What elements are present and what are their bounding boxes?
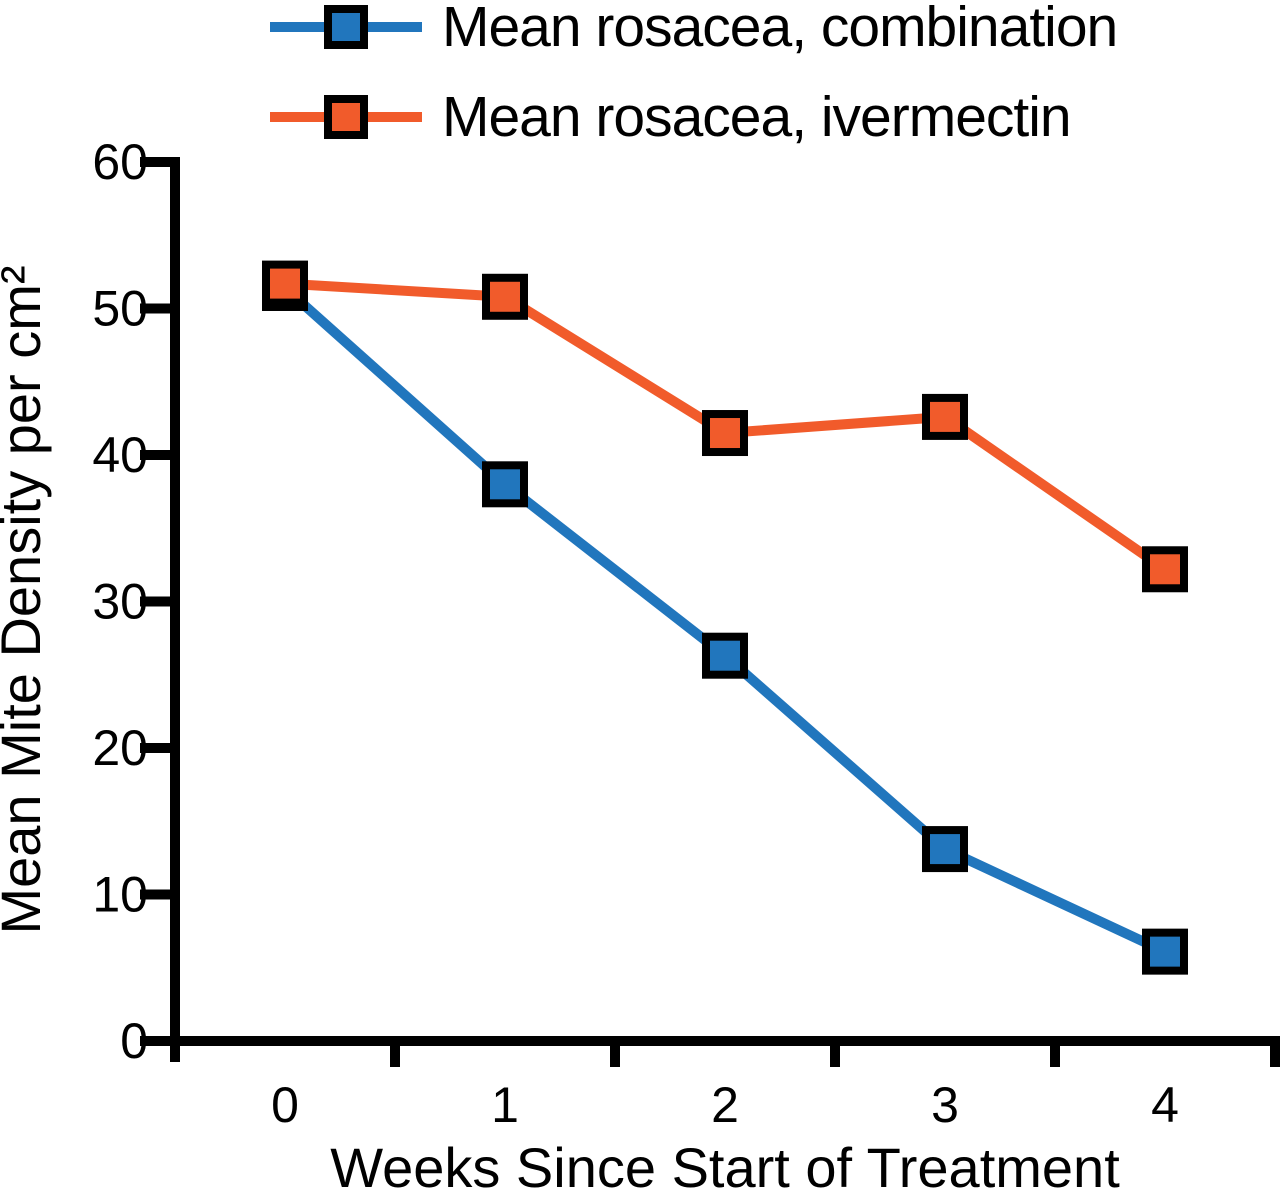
x-tick	[1050, 1041, 1060, 1067]
axes-layer: 0 10 20 30 40 50 60 0 1 2 3 4	[92, 134, 1280, 1133]
y-tick	[140, 889, 175, 900]
legend-item-combination: Mean rosacea, combination	[270, 0, 1118, 59]
legend-item-ivermectin: Mean rosacea, ivermectin	[270, 85, 1072, 149]
legend-square-blue-icon	[324, 5, 368, 49]
legend-label-combination: Mean rosacea, combination	[442, 0, 1118, 59]
y-tick-label: 50	[92, 281, 148, 337]
x-tick	[1270, 1041, 1280, 1067]
y-axis-title: Mean Mite Density per cm²	[0, 265, 52, 934]
data-point-marker	[702, 410, 748, 457]
data-point-marker	[482, 461, 528, 508]
y-tick-label: 30	[92, 574, 148, 630]
x-tick-label: 0	[271, 1077, 299, 1133]
legend-square-orange-icon	[324, 95, 368, 139]
legend-marker-combination	[270, 0, 422, 54]
x-tick	[390, 1041, 400, 1067]
x-tick-label: 3	[931, 1077, 959, 1133]
y-tick-label: 40	[92, 427, 148, 483]
data-point-marker	[702, 632, 748, 679]
x-tick-label: 4	[1151, 1077, 1179, 1133]
y-tick-label: 60	[92, 134, 148, 190]
data-point-marker	[1142, 546, 1188, 593]
data-point-marker	[922, 393, 968, 440]
data-point-marker	[482, 273, 528, 320]
x-tick	[610, 1041, 620, 1067]
legend-marker-ivermectin	[270, 90, 422, 144]
y-tick	[140, 450, 175, 460]
data-point-marker	[922, 826, 968, 873]
y-tick	[140, 157, 175, 167]
data-point-marker	[1142, 928, 1188, 975]
y-tick	[140, 303, 175, 314]
x-axis-spine	[170, 1036, 1280, 1046]
x-tick-label: 2	[711, 1077, 739, 1133]
y-axis-spine	[170, 157, 180, 1062]
series-layer	[262, 260, 1188, 975]
data-point-marker	[262, 260, 308, 307]
y-tick	[140, 743, 175, 753]
series-line	[281, 284, 1168, 957]
y-tick	[140, 596, 175, 607]
y-tick-label: 10	[92, 867, 148, 923]
y-tick	[140, 1036, 175, 1046]
x-tick-label: 1	[491, 1077, 519, 1133]
legend-label-ivermectin: Mean rosacea, ivermectin	[442, 85, 1072, 149]
y-tick-label: 0	[120, 1013, 148, 1069]
x-tick	[830, 1041, 840, 1067]
y-tick-label: 20	[92, 720, 148, 776]
x-axis-title: Weeks Since Start of Treatment	[330, 1136, 1120, 1196]
